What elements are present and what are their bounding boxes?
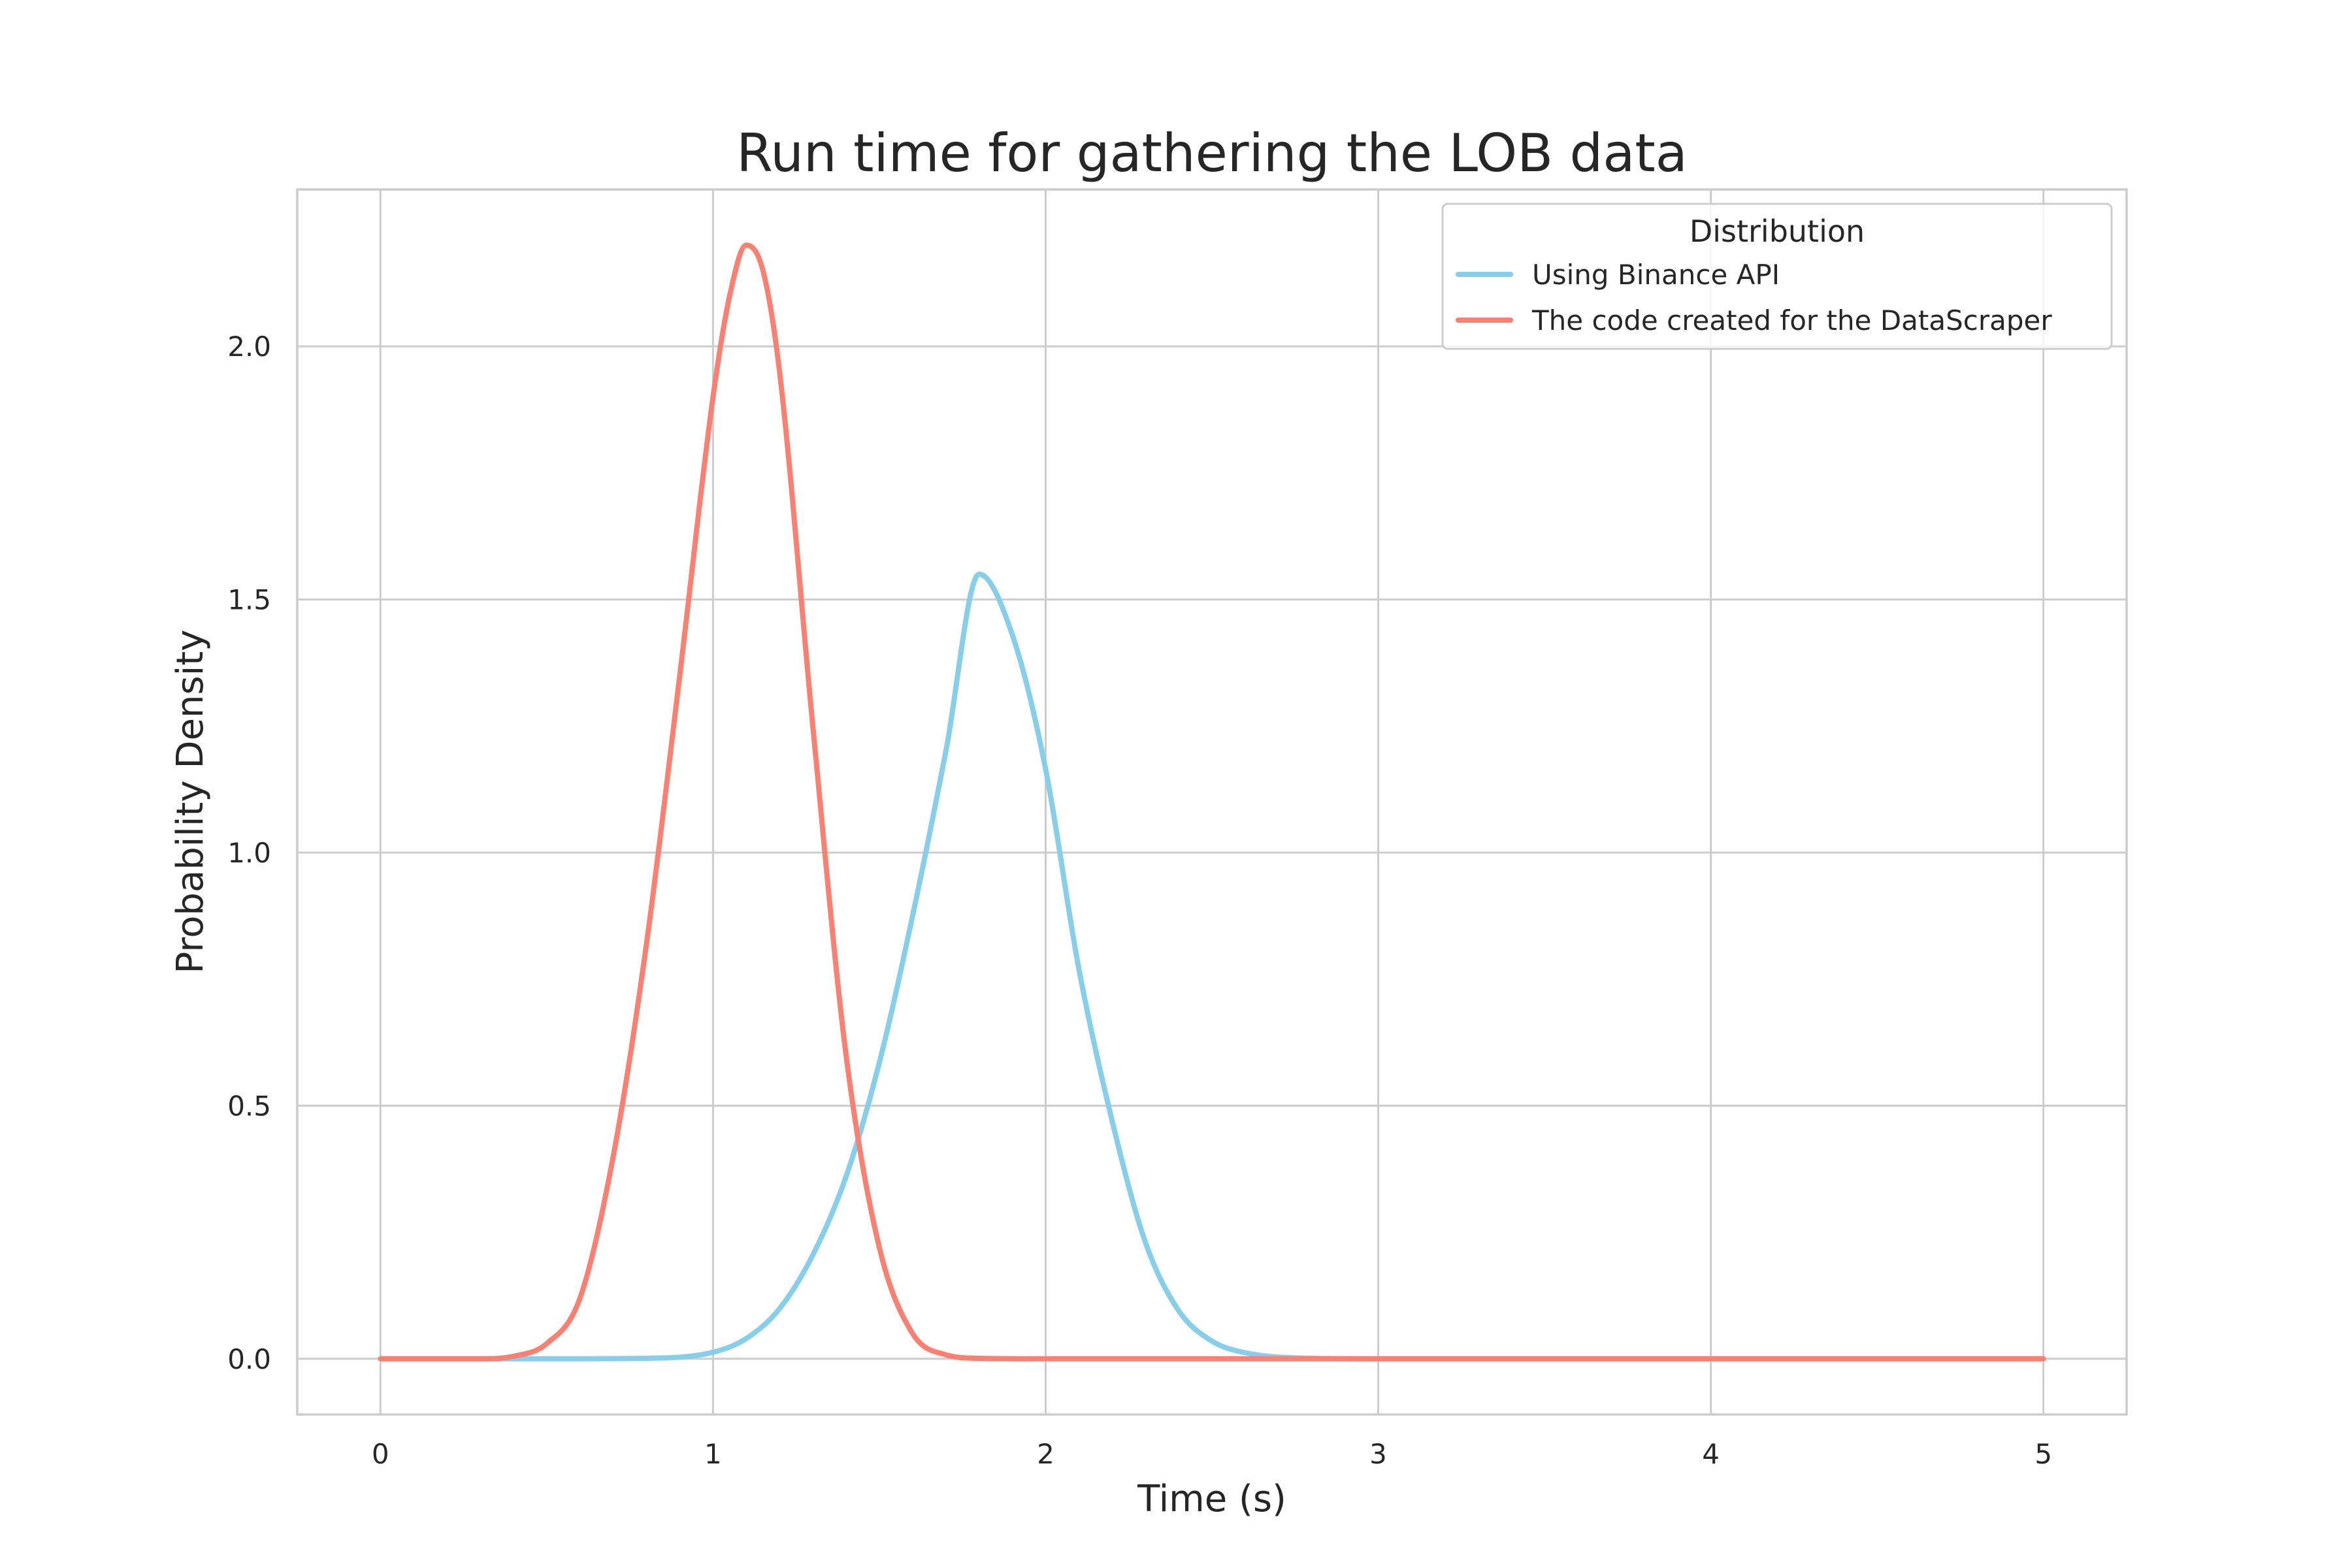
x-tick-label: 1 bbox=[704, 1438, 722, 1470]
chart-title: Run time for gathering the LOB data bbox=[736, 123, 1687, 184]
series-layer bbox=[378, 242, 2046, 1362]
x-tick-label: 0 bbox=[372, 1438, 389, 1470]
y-tick-label: 0.5 bbox=[227, 1090, 271, 1122]
y-tick-label: 2.0 bbox=[227, 331, 271, 363]
x-tick-label: 3 bbox=[1369, 1438, 1387, 1470]
legend-box bbox=[1441, 203, 2113, 350]
legend-label-binance: Using Binance API bbox=[1532, 259, 1780, 291]
legend: Distribution Using Binance API The code … bbox=[1441, 203, 2113, 350]
y-tick-label: 1.5 bbox=[227, 584, 271, 616]
grid-layer bbox=[297, 189, 2127, 1414]
legend-title: Distribution bbox=[1690, 214, 1865, 249]
y-tick-label: 1.0 bbox=[227, 837, 271, 869]
series-line-datascraper bbox=[378, 242, 2046, 1362]
y-axis-title: Probability Density bbox=[169, 630, 212, 974]
plot-frame bbox=[296, 188, 2128, 1416]
x-axis-title: Time (s) bbox=[1137, 1478, 1286, 1520]
x-tick-label: 5 bbox=[2034, 1438, 2052, 1470]
x-tick-label: 4 bbox=[1702, 1438, 1720, 1470]
series-line-binance bbox=[378, 571, 2046, 1362]
y-tick-label: 0.0 bbox=[227, 1343, 271, 1375]
legend-label-datascraper: The code created for the DataScraper bbox=[1531, 304, 2052, 336]
tick-layer: 0 1 2 3 4 5 0.0 0.5 1.0 1.5 2.0 bbox=[227, 331, 2052, 1470]
x-tick-label: 2 bbox=[1037, 1438, 1054, 1470]
